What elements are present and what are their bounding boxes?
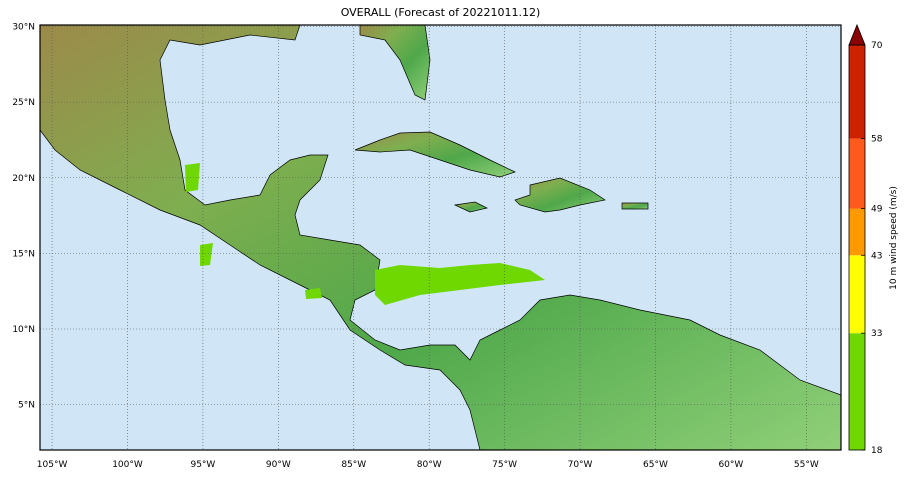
colorbar-tick-label: 18 [871,446,883,456]
wind-area-caribbean [375,263,545,305]
colorbar-label: 10 m wind speed (m/s) [889,186,899,290]
cuba-land [354,131,516,178]
x-tick-label: 100°W [112,460,143,470]
colorbar-extend-arrow [848,23,866,46]
colorbar-bin [849,208,865,256]
y-tick-label: 10°N [12,325,35,335]
colorbar-bin [849,138,865,209]
florida-land [359,25,431,101]
x-tick-label: 85°W [341,460,366,470]
x-tick-label: 105°W [37,460,68,470]
wind-area-pacific-2 [305,288,322,299]
wind-area-pacific-1 [200,243,213,266]
jamaica-land [453,201,489,213]
central-america-south-america-land [40,25,841,450]
y-tick-label: 5°N [18,401,35,411]
colorbar-tick-label: 33 [871,329,882,339]
y-tick-label: 15°N [12,249,35,259]
x-tick-label: 95°W [190,460,215,470]
x-tick-label: 65°W [643,460,668,470]
colorbar-frame [848,44,866,451]
hispaniola-land [514,177,606,213]
colorbar-tick-label: 43 [871,251,882,261]
x-tick-label: 55°W [794,460,819,470]
colorbar-tick-label: 49 [871,205,883,215]
colorbar-tick-label: 58 [871,134,883,144]
map-frame [39,24,842,451]
colorbar-bin [849,45,865,139]
x-tick-label: 90°W [266,460,291,470]
x-tick-label: 60°W [718,460,743,470]
x-tick-label: 70°W [568,460,593,470]
y-tick-label: 20°N [12,174,35,184]
y-tick-label: 25°N [12,98,35,108]
puerto-rico-land [621,202,649,210]
x-tick-label: 80°W [417,460,442,470]
colorbar-bin [849,333,865,450]
colorbar-bin [849,255,865,334]
x-tick-label: 75°W [492,460,517,470]
wind-area-gulf [185,163,200,192]
y-tick-label: 30°N [12,23,35,33]
map-title: OVERALL (Forecast of 20221011.12) [340,6,541,19]
colorbar-tick-label: 70 [871,41,883,51]
